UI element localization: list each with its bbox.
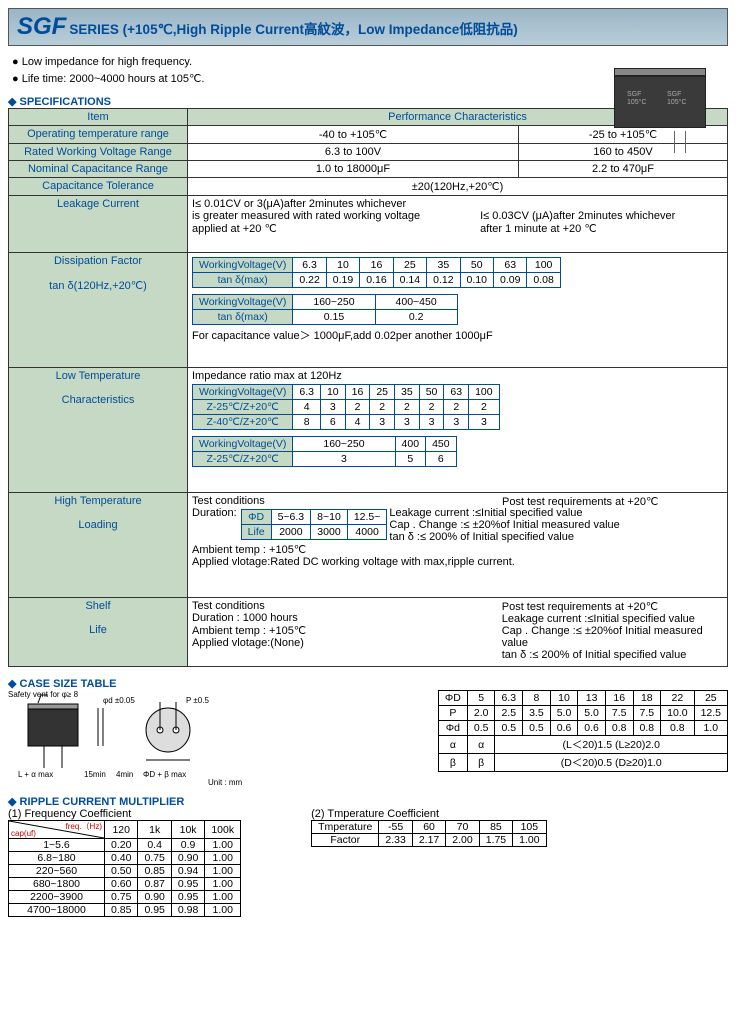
freq-coef-label: (1) Frequency Coefficient: [8, 808, 241, 820]
freq-table: freq.（Hz)cap(uf)1201k10k100k1~5.60.200.4…: [8, 820, 241, 917]
title-bar: SGF SERIES (+105℃,High Ripple Current高紋波…: [8, 8, 728, 46]
spec-table: ItemPerformance Characteristics Operatin…: [8, 108, 728, 667]
section-case: CASE SIZE TABLE: [8, 677, 728, 690]
bullet-1: Low impedance for high frequency.: [12, 56, 728, 68]
temp-table: Tmperature-55607085105Factor2.332.172.00…: [311, 820, 546, 847]
case-diagram: Safety vent for φ≥ 8 φd ±0.05 P ±0.5 L +…: [8, 690, 278, 785]
capacitor-image: SGF 105°C SGF 105°C: [614, 68, 706, 156]
title-main: SGF: [17, 13, 66, 40]
section-ripple: RIPPLE CURRENT MULTIPLIER: [8, 795, 728, 808]
case-size-table: ΦD56.38101316182225P2.02.53.55.05.07.57.…: [438, 690, 728, 772]
title-sub: SERIES (+105℃,High Ripple Current高紋波，Low…: [69, 22, 517, 37]
temp-coef-label: (2) Tmperature Coefficient: [311, 808, 546, 820]
